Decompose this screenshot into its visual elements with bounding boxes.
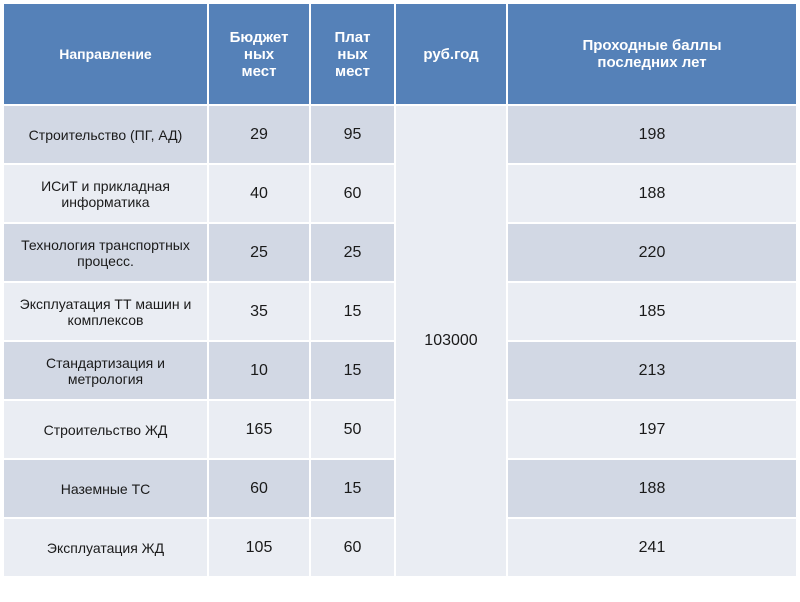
cell-direction: Эксплуатация ТТ машин и комплексов [3,282,208,341]
cell-direction: Строительство (ПГ, АД) [3,105,208,164]
cell-paid: 95 [310,105,395,164]
cell-price-merged: 103000 [395,105,507,577]
cell-paid: 50 [310,400,395,459]
header-price: руб.год [395,3,507,105]
cell-score: 220 [507,223,797,282]
cell-paid: 60 [310,518,395,577]
cell-budget: 25 [208,223,310,282]
cell-budget: 29 [208,105,310,164]
cell-paid: 15 [310,341,395,400]
header-score: Проходные баллыпоследних лет [507,3,797,105]
cell-direction: ИСиТ и прикладная информатика [3,164,208,223]
cell-score: 197 [507,400,797,459]
cell-direction: Стандартизация и метрология [3,341,208,400]
header-direction: Направление [3,3,208,105]
cell-budget: 40 [208,164,310,223]
cell-score: 185 [507,282,797,341]
cell-paid: 15 [310,282,395,341]
cell-direction: Наземные ТС [3,459,208,518]
cell-budget: 165 [208,400,310,459]
cell-paid: 15 [310,459,395,518]
table-row: Строительство (ПГ, АД) 29 95 103000 198 [3,105,797,164]
cell-paid: 25 [310,223,395,282]
cell-score: 241 [507,518,797,577]
cell-score: 198 [507,105,797,164]
cell-direction: Технология транспортных процесс. [3,223,208,282]
cell-budget: 35 [208,282,310,341]
cell-score: 188 [507,164,797,223]
header-paid: Платныхмест [310,3,395,105]
header-row: Направление Бюджетныхмест Платныхмест ру… [3,3,797,105]
cell-direction: Эксплуатация ЖД [3,518,208,577]
cell-score: 188 [507,459,797,518]
cell-budget: 10 [208,341,310,400]
education-programs-table: Направление Бюджетныхмест Платныхмест ру… [2,2,798,578]
cell-budget: 60 [208,459,310,518]
cell-score: 213 [507,341,797,400]
header-budget: Бюджетныхмест [208,3,310,105]
cell-paid: 60 [310,164,395,223]
table-body: Строительство (ПГ, АД) 29 95 103000 198 … [3,105,797,577]
cell-direction: Строительство ЖД [3,400,208,459]
cell-budget: 105 [208,518,310,577]
